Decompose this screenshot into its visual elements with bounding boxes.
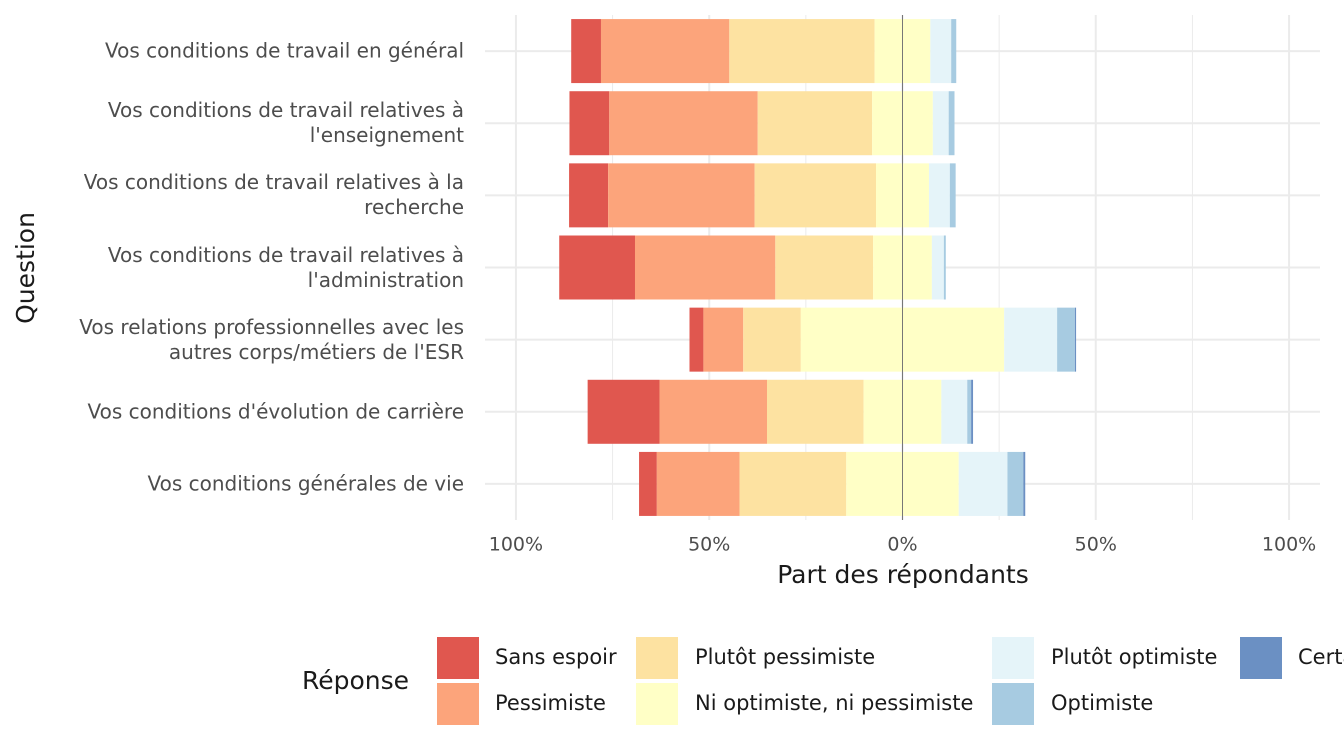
bar-segment xyxy=(600,19,730,84)
y-tick-label: Vos conditions d'évolution de carrière xyxy=(87,399,464,424)
bar-segment xyxy=(930,19,952,84)
bar-segment xyxy=(767,379,864,444)
bar-segment xyxy=(754,163,877,228)
bar-segment xyxy=(559,235,635,300)
legend-key xyxy=(992,683,1034,725)
bar-segment xyxy=(967,379,972,444)
legend-label: Optimiste xyxy=(1051,691,1153,715)
bar-segment xyxy=(729,19,875,84)
bar-segment xyxy=(703,307,744,372)
y-tick-label: Vos conditions de travail relatives à l'… xyxy=(107,242,464,292)
legend-key xyxy=(636,637,678,679)
legend-label: Ni optimiste, ni pessimiste xyxy=(695,691,973,715)
bar-segment xyxy=(941,379,968,444)
legend-label: Pessimiste xyxy=(495,691,606,715)
legend-key xyxy=(437,683,479,725)
bar-segment xyxy=(932,91,949,156)
bar-segment xyxy=(739,451,847,516)
bar-segment xyxy=(971,379,974,444)
bar-segment xyxy=(958,451,1008,516)
bar-segment xyxy=(1057,307,1075,372)
bar-segment xyxy=(569,163,609,228)
bar-segment xyxy=(757,91,873,156)
bar-segment xyxy=(931,235,944,300)
bar-segment xyxy=(1074,307,1077,372)
bar-segment xyxy=(689,307,704,372)
bar-segment xyxy=(609,91,758,156)
bar-segment xyxy=(949,163,956,228)
x-tick-label: 100% xyxy=(489,534,543,556)
bar-segment xyxy=(659,379,768,444)
bar-segment xyxy=(569,91,610,156)
legend-label: Sans espoir xyxy=(495,645,617,669)
bar-segment xyxy=(608,163,755,228)
bar-segment xyxy=(775,235,874,300)
legend-key xyxy=(992,637,1034,679)
legend-title: Réponse xyxy=(302,666,409,695)
y-tick-label: Vos conditions générales de vie xyxy=(147,471,464,496)
bar-segment xyxy=(943,235,946,300)
y-tick-label: Vos conditions de travail relatives à l'… xyxy=(107,98,464,148)
bar-segment xyxy=(634,235,776,300)
bar-segment xyxy=(639,451,657,516)
y-tick-label: Vos conditions de travail relatives à la… xyxy=(83,170,464,220)
x-axis-title: Part des répondants xyxy=(777,560,1029,589)
bar-segment xyxy=(1023,451,1026,516)
bar-segment xyxy=(656,451,740,516)
legend-label: Plutôt optimiste xyxy=(1051,645,1217,669)
legend-label: Plutôt pessimiste xyxy=(695,645,875,669)
y-tick-label: Vos relations professionnelles avec les … xyxy=(79,314,464,364)
x-tick-label: 50% xyxy=(688,534,730,556)
x-tick-label: 50% xyxy=(1075,534,1117,556)
bar-segment xyxy=(928,163,950,228)
bar-segment xyxy=(587,379,660,444)
x-tick-label: 0% xyxy=(887,534,917,556)
bar-segment xyxy=(1007,451,1024,516)
x-tick-label: 100% xyxy=(1262,534,1316,556)
bar-segment xyxy=(571,19,601,84)
bar-segment xyxy=(743,307,801,372)
bar-segment xyxy=(948,91,955,156)
bar-segment xyxy=(1004,307,1058,372)
y-tick-label: Vos conditions de travail en général xyxy=(105,38,464,63)
legend-key xyxy=(636,683,678,725)
legend-key xyxy=(1240,637,1282,679)
legend-label: Certain xyxy=(1298,645,1344,669)
legend-key xyxy=(437,637,479,679)
y-axis-title: Question xyxy=(11,212,40,324)
bar-segment xyxy=(951,19,957,84)
